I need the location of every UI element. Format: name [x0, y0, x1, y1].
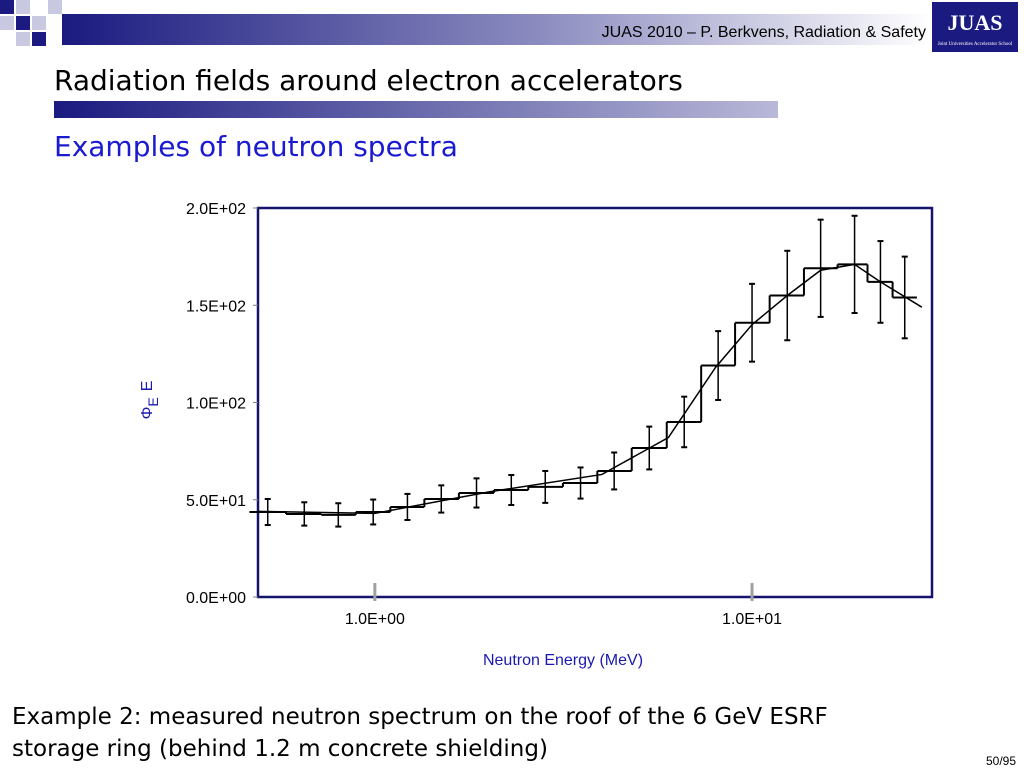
x-axis-label: Neutron Energy (MeV)	[483, 652, 643, 669]
page-number: 50/95	[986, 754, 1016, 768]
y-tick-label: 0.0E+00	[186, 590, 246, 607]
logo-subtext: Joint Universities Accelerator School	[938, 42, 1013, 47]
slide-title: Radiation fields around electron acceler…	[54, 64, 683, 97]
header-text: JUAS 2010 – P. Berkvens, Radiation & Saf…	[602, 24, 926, 41]
y-tick-label: 5.0E+01	[186, 493, 246, 510]
y-axis-label: ΦEE	[139, 381, 161, 420]
y-axis-label-symbol: Φ	[139, 407, 156, 420]
logo-box	[932, 2, 1018, 52]
y-tick-label: 2.0E+02	[186, 201, 246, 218]
slide-subtitle: Examples of neutron spectra	[54, 130, 458, 163]
x-tick-label: 1.0E+00	[345, 611, 405, 628]
header-decoration	[0, 0, 932, 46]
logo: JUAS	[947, 10, 1002, 35]
x-tick-label: 1.0E+01	[722, 611, 782, 628]
caption-line: storage ring (behind 1.2 m concrete shie…	[12, 736, 548, 762]
title-underline	[54, 101, 778, 118]
plot: 0.0E+00 5.0E+01 1.0E+02 1.5E+02 2.0E+02 1.0E+…	[186, 201, 934, 628]
fit-line	[257, 263, 923, 515]
plot-frame	[256, 206, 934, 599]
caption-line: Example 2: measured neutron spectrum on …	[12, 704, 828, 730]
y-axis-label-suffix: E	[139, 381, 156, 392]
y-tick-label: 1.0E+02	[186, 396, 246, 413]
y-axis-label-subscript: E	[145, 397, 161, 406]
y-tick-label: 1.5E+02	[186, 298, 246, 315]
